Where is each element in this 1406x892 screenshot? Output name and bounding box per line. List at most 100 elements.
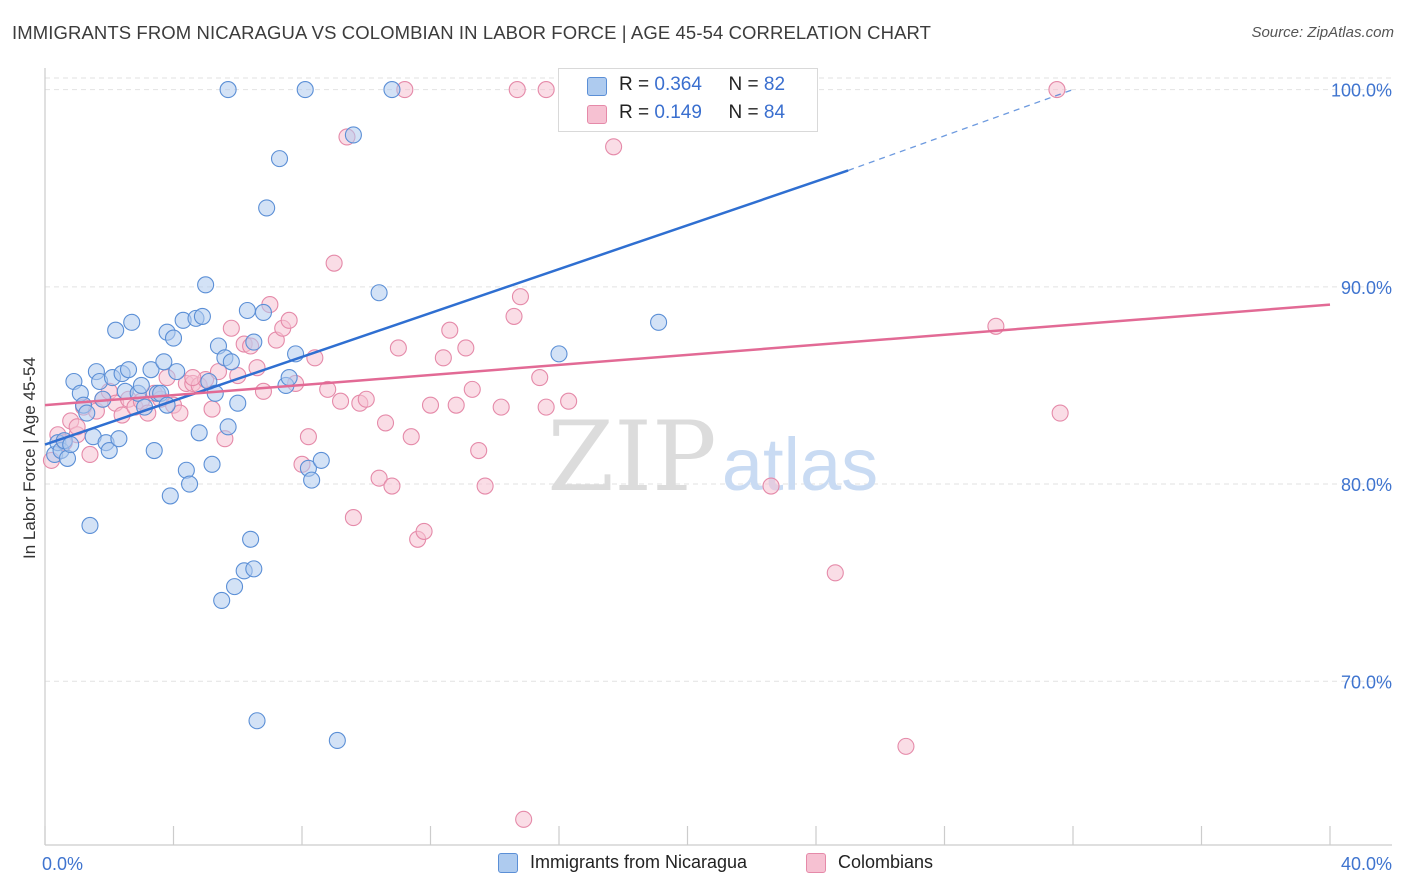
nicaragua-point: [132, 376, 150, 394]
colombian-point: [560, 392, 578, 410]
colombian-point: [319, 380, 337, 398]
watermark-atlas: atlas: [722, 423, 878, 506]
nicaragua-point: [550, 345, 568, 363]
nicaragua-point: [258, 199, 276, 217]
legend-item-nicaragua: Immigrants from Nicaragua: [498, 852, 747, 873]
colombian-trendline: [44, 303, 1331, 407]
nicaragua-point: [193, 307, 211, 325]
nicaragua-point: [303, 471, 321, 489]
nicaragua-point: [245, 560, 263, 578]
colombian-point: [463, 380, 481, 398]
nicaragua-point: [78, 404, 96, 422]
colombian-point: [325, 254, 343, 272]
nicaragua-point: [344, 126, 362, 144]
nicaragua-point: [280, 369, 298, 387]
colombian-legend-swatch: [806, 852, 826, 873]
nicaragua-point: [100, 441, 118, 460]
grid-lines: [45, 77, 1392, 682]
series-legend: Immigrants from Nicaragua Colombians: [0, 852, 1406, 878]
colombian-point: [81, 445, 99, 464]
nicaragua-point: [123, 313, 141, 331]
colombian-point: [1051, 404, 1069, 422]
y-tick-label: 70.0%: [1341, 672, 1392, 692]
colombian-point: [434, 349, 452, 367]
watermark-zip: ZIP: [547, 401, 716, 513]
colombian-point: [762, 477, 780, 495]
nicaragua-point: [370, 284, 388, 302]
colombian-point: [299, 428, 317, 446]
colombian-point: [537, 81, 555, 99]
nicaragua-point: [219, 418, 237, 436]
colombian-point: [370, 469, 388, 487]
colombian-point: [421, 396, 440, 414]
nicaragua-trendline: [44, 169, 849, 446]
colombian-point: [508, 81, 526, 99]
colombian-point: [376, 414, 395, 432]
nicaragua-point: [312, 451, 330, 469]
nicaragua-swatch: [587, 77, 607, 96]
colombian-point: [415, 522, 433, 540]
legend-n-label: N =: [728, 102, 759, 123]
nicaragua-point: [248, 712, 266, 730]
source-label: Source: ZipAtlas.com: [1251, 24, 1394, 41]
colombian-point: [171, 404, 189, 422]
axes: [44, 68, 1392, 846]
colombian-point: [447, 396, 465, 414]
colombian-point: [1048, 81, 1066, 99]
legend-item-colombian: Colombians: [806, 852, 933, 873]
nicaragua-point: [168, 363, 186, 381]
nicaragua-point: [110, 430, 128, 448]
colombian-point: [515, 810, 533, 828]
colombian-point: [492, 398, 510, 416]
nicaragua-point: [238, 301, 256, 320]
nicaragua-point: [213, 591, 231, 609]
nicaragua-point: [203, 455, 221, 473]
legend-n-value: 84: [763, 102, 786, 123]
colombian-point: [383, 477, 401, 495]
nicaragua-point: [81, 516, 99, 535]
legend-r-label: R =: [619, 102, 650, 123]
colombian-point: [203, 400, 221, 418]
x-tick-label: 0.0%: [42, 854, 83, 874]
legend-r-label: R =: [619, 74, 650, 95]
nicaragua-points: [46, 81, 777, 750]
colombian-point: [344, 509, 362, 527]
colombian-point: [826, 564, 844, 582]
colombian-point: [537, 398, 555, 416]
nicaragua-point: [328, 731, 346, 750]
watermark: ZIP atlas: [547, 401, 878, 513]
nicaragua-point: [225, 578, 244, 596]
legend-label-nicaragua: Immigrants from Nicaragua: [530, 852, 748, 872]
colombian-point: [457, 339, 475, 357]
colombian-point: [254, 382, 273, 400]
colombian-point: [222, 319, 240, 337]
nicaragua-legend-swatch: [498, 852, 518, 873]
colombian-point: [402, 428, 420, 446]
colombian-point: [357, 390, 375, 408]
colombian-point: [505, 307, 523, 325]
nicaragua-point: [254, 303, 273, 322]
nicaragua-point: [145, 441, 163, 460]
colombian-point: [470, 441, 488, 460]
colombian-point: [331, 392, 350, 410]
y-tick-label: 100.0%: [1331, 81, 1392, 101]
y-tick-label: 80.0%: [1341, 475, 1392, 495]
colombian-swatch: [587, 105, 607, 124]
colombian-point: [184, 369, 202, 387]
nicaragua-point: [296, 81, 314, 99]
colombian-point: [280, 311, 298, 329]
nicaragua-point: [164, 329, 183, 347]
nicaragua-point: [119, 361, 138, 379]
nicaragua-point: [161, 487, 179, 505]
x-tick-label: 40.0%: [1341, 854, 1392, 874]
colombian-point: [531, 369, 549, 387]
colombian-point: [389, 339, 407, 357]
legend-label-colombian: Colombians: [838, 852, 934, 872]
nicaragua-point: [650, 313, 668, 331]
nicaragua-point: [142, 361, 160, 379]
chart-title: IMMIGRANTS FROM NICARAGUA VS COLOMBIAN I…: [12, 22, 932, 43]
legend-n-label: N =: [728, 74, 759, 95]
nicaragua-point: [181, 475, 199, 493]
nicaragua-point: [197, 276, 215, 294]
